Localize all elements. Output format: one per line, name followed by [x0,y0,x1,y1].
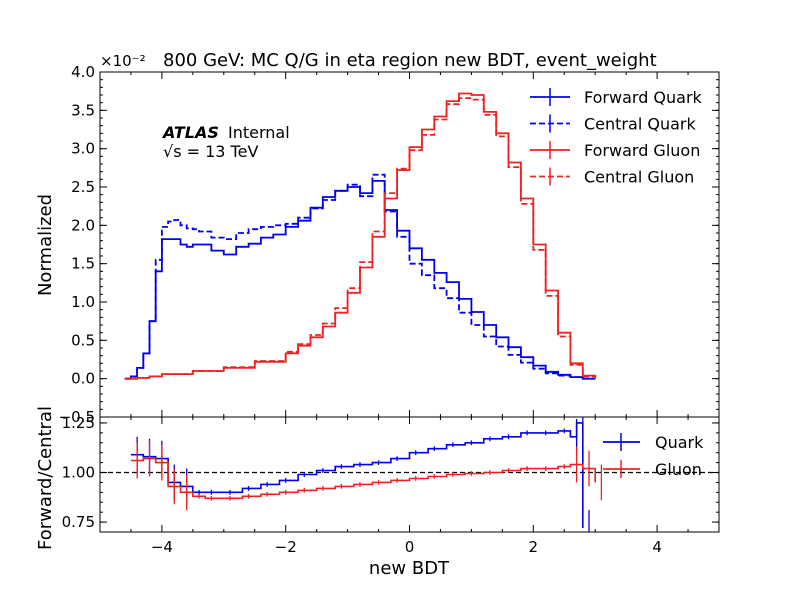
series-central-quark [124,173,596,380]
x-tick-label: −4 [151,538,173,556]
legend-label-gluon: Gluon [655,460,702,479]
main-curves [124,92,597,380]
y-tick-label: 0.0 [71,370,95,388]
scale-factor-label: ×10⁻² [100,52,146,70]
y-tick-label: 2.0 [71,216,95,234]
y-tick-label: 1.00 [62,464,95,482]
x-tick-label: −2 [275,538,297,556]
x-axis-label: new BDT [369,558,450,579]
y-tick-label: −0.5 [59,408,95,426]
y-tick-label: 0.5 [71,331,95,349]
main-panel: −0.5 0.0 0.5 1.0 1.5 2.0 2.5 3.0 3.5 4.0 800 GeV:… [35,50,720,426]
energy-label: √s = 13 TeV [163,142,258,161]
y-tick-label: 3.0 [71,140,95,158]
y-tick-label: 1.0 [71,293,95,311]
main-y-axis-label: Normalized [35,194,56,296]
ratio-y-ticks: 0.75 1.00 1.25 [62,414,719,531]
x-tick-label: 4 [652,538,662,556]
series-central-gluon [124,97,597,380]
main-legend: Forward Quark Central Quark Forward Gluon C… [530,88,703,187]
y-tick-label: 2.5 [71,178,95,196]
ratio-line-gluon [130,457,596,500]
ratio-plot-frame [99,416,720,533]
ratio-line-quark [130,422,584,528]
atlas-label-bold: ATLAS [161,123,219,142]
y-tick-label: 1.5 [71,255,95,273]
legend-label-quark: Quark [655,433,704,452]
ratio-panel: 0.75 1.00 1.25 −4 −2 0 2 4 Forward/Central new… [35,406,720,579]
atlas-label-status: Internal [228,123,290,142]
y-tick-label: 3.5 [71,101,95,119]
ratio-legend: Quark Gluon [603,433,704,479]
x-tick-label: 2 [529,538,539,556]
y-tick-label: 0.75 [62,513,95,531]
ratio-series-gluon [130,440,603,511]
y-tick-label: 1.25 [62,414,95,432]
main-y-ticks: −0.5 0.0 0.5 1.0 1.5 2.0 2.5 3.0 3.5 4.0 [59,63,719,426]
legend-label-central-gluon: Central Gluon [584,168,694,187]
legend-label-forward-quark: Forward Quark [584,88,703,107]
ratio-curves [130,417,603,532]
x-tick-label: 0 [405,538,415,556]
main-title: 800 GeV: MC Q/G in eta region new BDT, e… [163,50,657,71]
legend-label-central-quark: Central Quark [584,115,696,134]
ratio-x-ticks: −4 −2 0 2 4 [99,417,720,556]
series-forward-quark [124,180,596,380]
y-tick-label: 4.0 [71,63,95,81]
legend-label-forward-gluon: Forward Gluon [584,141,700,160]
atlas-label: ATLAS Internal √s = 13 TeV [161,123,290,161]
ratio-series-quark [130,417,590,532]
ratio-y-axis-label: Forward/Central [35,406,56,550]
